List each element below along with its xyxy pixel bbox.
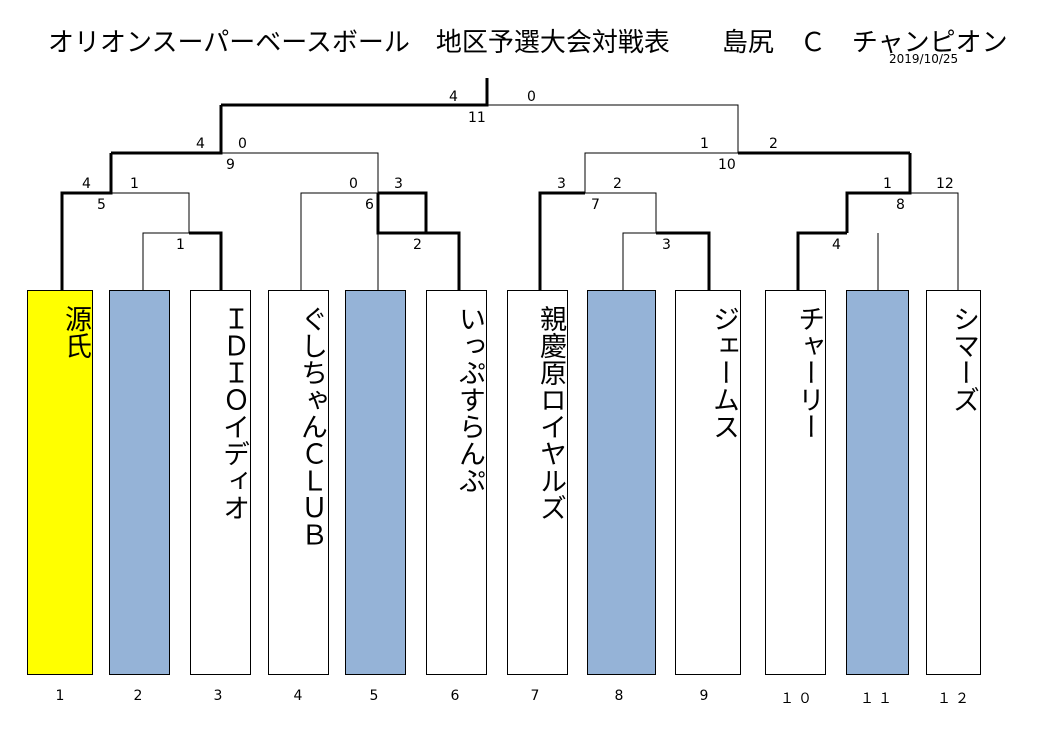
bracket-win-g7 — [538, 191, 585, 290]
bracket-win-g11 — [221, 78, 489, 107]
score-left: 1 — [883, 176, 892, 192]
team-slot-9[interactable]: ジェームス — [675, 290, 741, 675]
bracket-win-g6 — [378, 191, 428, 233]
score-right: 2 — [613, 176, 622, 192]
bracket-line-g3-left — [622, 232, 656, 290]
game-number: 4 — [832, 237, 841, 253]
score-right: 12 — [936, 176, 954, 192]
team-slot-2[interactable] — [109, 290, 170, 675]
score-right: 1 — [130, 176, 139, 192]
score-right: 3 — [394, 176, 403, 192]
game-number: 3 — [662, 237, 671, 253]
score-left: 3 — [557, 176, 566, 192]
slot-number: 2 — [133, 688, 147, 704]
team-slot-7[interactable]: 親慶原ロイヤルズ — [507, 290, 568, 675]
slot-number: １２ — [937, 691, 973, 707]
game-number: 8 — [896, 197, 905, 213]
score-left: 4 — [196, 136, 205, 152]
slot-number: 1 — [55, 688, 69, 704]
score-right: 2 — [769, 136, 778, 152]
slot-number: １１ — [860, 691, 896, 707]
team-name: 親慶原ロイヤルズ — [535, 305, 566, 521]
game-number: 9 — [226, 157, 235, 173]
team-slot-4[interactable]: ぐしちゃんＣＬＵＢ — [268, 290, 329, 675]
game-number: 1 — [176, 237, 185, 253]
score-left: 1 — [700, 136, 709, 152]
bracket-line-g5-right — [111, 192, 190, 233]
slot-number: 5 — [369, 688, 383, 704]
team-slot-6[interactable]: いっぷすらんぷ — [426, 290, 487, 675]
game-number: 5 — [97, 197, 106, 213]
bracket-line-g8-right — [910, 192, 959, 290]
date-label: 2019/10/25 — [889, 52, 959, 66]
bracket-win-g9 — [111, 105, 223, 155]
slot-number: 8 — [614, 688, 628, 704]
slot-number: 4 — [293, 688, 307, 704]
team-name: チャーリー — [793, 305, 824, 440]
bracket-win-g8 — [845, 153, 912, 233]
score-left: 4 — [82, 176, 91, 192]
page-title: オリオンスーパーベースボール 地区予選大会対戦表 島尻 Ｃ チャンピオン — [48, 28, 1008, 58]
team-slot-3[interactable]: ＩＤＩＯイディオ — [190, 290, 251, 675]
bracket-win-g2 — [376, 193, 461, 290]
slot-number: 3 — [213, 688, 227, 704]
team-name: シマーズ — [948, 305, 979, 413]
team-slot-11[interactable] — [846, 290, 909, 675]
game-number: 6 — [365, 197, 374, 213]
bracket-line-g6-left — [300, 192, 378, 290]
team-slot-1[interactable]: 源氏 — [27, 290, 93, 675]
bracket-line-g10-left — [584, 152, 738, 193]
team-name: いっぷすらんぷ — [454, 305, 485, 494]
score-right: 0 — [238, 136, 247, 152]
team-slot-12[interactable]: シマーズ — [926, 290, 981, 675]
score-left: 0 — [349, 176, 358, 192]
game-number: 7 — [591, 197, 600, 213]
team-slot-8[interactable] — [587, 290, 656, 675]
bracket-win-g4 — [796, 231, 847, 290]
team-name: ＩＤＩＯイディオ — [218, 305, 249, 521]
game-number: 10 — [718, 157, 736, 173]
team-slot-5[interactable] — [345, 290, 406, 675]
slot-number: 6 — [450, 688, 464, 704]
bracket-win-g5 — [60, 153, 113, 290]
slot-number: １０ — [780, 691, 816, 707]
bracket-line-g9-right — [221, 152, 379, 193]
team-name: 源氏 — [60, 305, 91, 359]
team-slot-10[interactable]: チャーリー — [765, 290, 826, 675]
score-right: 0 — [527, 89, 536, 105]
team-name: ぐしちゃんＣＬＵＢ — [296, 305, 327, 548]
score-left: 4 — [449, 89, 458, 105]
bracket-line-g7-right — [585, 192, 657, 233]
game-number: 2 — [413, 237, 422, 253]
slot-number: 9 — [699, 688, 713, 704]
slot-number: 7 — [530, 688, 544, 704]
team-name: ジェームス — [708, 305, 739, 440]
bracket-win-g1 — [189, 231, 223, 290]
bracket-win-g3 — [656, 231, 711, 290]
game-number: 11 — [468, 110, 486, 126]
bracket-line-g11-right — [487, 104, 739, 153]
